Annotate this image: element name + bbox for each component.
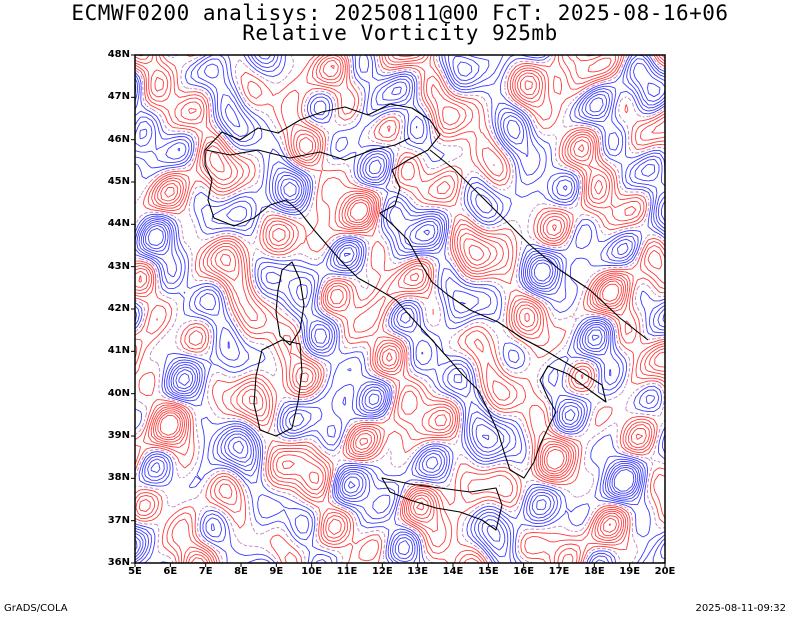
latitude-label: 38N (107, 472, 130, 484)
positive-vorticity-contour (135, 55, 665, 563)
longitude-label: 14E (442, 566, 464, 577)
border-balkan (429, 149, 649, 341)
negative-vorticity-contour (135, 55, 665, 563)
positive-vorticity-contour (135, 55, 665, 563)
negative-vorticity-contour (135, 61, 665, 556)
longitude-label: 16E (513, 566, 535, 577)
longitude-label: 11E (336, 566, 358, 577)
longitude-label: 20E (654, 566, 676, 577)
latitude-label: 39N (107, 430, 130, 441)
longitude-label: 12E (371, 566, 393, 577)
longitude-label: 8E (234, 566, 248, 577)
latitude-label: 41N (107, 345, 130, 357)
latitude-label: 42N (107, 303, 130, 314)
negative-vorticity-contour (135, 178, 637, 551)
negative-vorticity-contour (135, 55, 665, 563)
longitude-label: 15E (477, 566, 499, 577)
latitude-label: 44N (107, 218, 130, 230)
latitude-label: 40N (107, 387, 130, 399)
latitude-label: 37N (107, 514, 130, 526)
footer-timestamp: 2025-08-11-09:32 (695, 603, 786, 614)
longitude-label: 18E (583, 566, 605, 577)
latitude-label: 36N (107, 557, 130, 568)
map-title: ECMWF0200 analisys: 20250811@00 FcT: 202… (71, 1, 729, 25)
latitude-label: 46N (107, 133, 130, 145)
negative-vorticity-contour (135, 55, 665, 563)
plot-area (135, 55, 665, 563)
axis-ticks (131, 54, 666, 567)
latitude-label: 48N (107, 49, 130, 60)
footer-software-credit: GrADS/COLA (4, 603, 68, 614)
coastlines (204, 103, 649, 531)
negative-vorticity-contour (135, 55, 665, 563)
coastline-sicily (381, 477, 503, 531)
longitude-label: 7E (198, 566, 213, 577)
positive-vorticity-contour (159, 201, 620, 563)
latitude-label: 43N (107, 260, 130, 272)
coastline-italy (204, 103, 607, 479)
longitude-label: 10E (301, 566, 323, 577)
positive-vorticity-contour (157, 65, 622, 563)
negative-vorticity-contour (147, 181, 635, 492)
positive-vorticity-contour (135, 55, 665, 563)
longitude-label: 6E (163, 566, 178, 577)
longitude-label: 19E (619, 566, 641, 577)
map-subtitle: Relative Vorticity 925mb (242, 21, 558, 45)
border-alps (205, 137, 411, 161)
longitude-label: 17E (548, 566, 570, 577)
coastline-corsica (275, 261, 305, 346)
latitude-label: 47N (107, 91, 130, 103)
longitude-label: 5E (128, 566, 142, 577)
latitude-label: 45N (107, 176, 130, 187)
longitude-label: 13E (407, 566, 429, 577)
coastline-sardinia (253, 339, 303, 437)
longitude-label: 9E (269, 566, 284, 577)
